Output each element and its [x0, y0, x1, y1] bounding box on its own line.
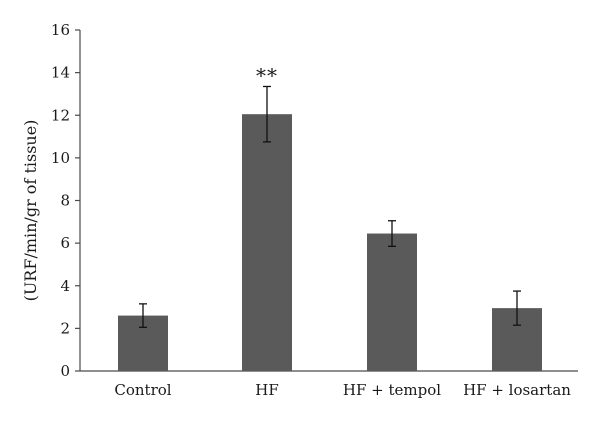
bar-hf: [242, 114, 292, 371]
y-tick-label: 16: [51, 21, 70, 39]
bar-hf-tempol: [367, 233, 417, 371]
x-tick-label: HF: [255, 381, 279, 399]
y-tick-label: 14: [51, 64, 70, 82]
x-tick-label: HF + losartan: [463, 381, 571, 399]
annotations: **: [256, 63, 278, 87]
x-tick-labels: Control HF HF + tempol HF + losartan: [114, 381, 571, 399]
y-tick-label: 12: [51, 106, 70, 124]
y-ticks: 0 2 4 6 8 10 12 14 16: [51, 21, 80, 380]
y-tick-label: 10: [51, 149, 70, 167]
error-bars: [139, 85, 521, 328]
y-tick-label: 2: [60, 319, 70, 337]
y-tick-label: 6: [60, 234, 70, 252]
y-tick-label: 4: [60, 277, 70, 295]
y-tick-label: 8: [60, 192, 70, 210]
x-tick-label: HF + tempol: [343, 381, 441, 399]
bars: [118, 114, 542, 371]
y-axis-label: (URF/min/gr of tissue): [21, 120, 40, 302]
x-tick-label: Control: [114, 381, 171, 399]
y-tick-label: 0: [60, 362, 70, 380]
significance-annotation: **: [256, 63, 278, 87]
